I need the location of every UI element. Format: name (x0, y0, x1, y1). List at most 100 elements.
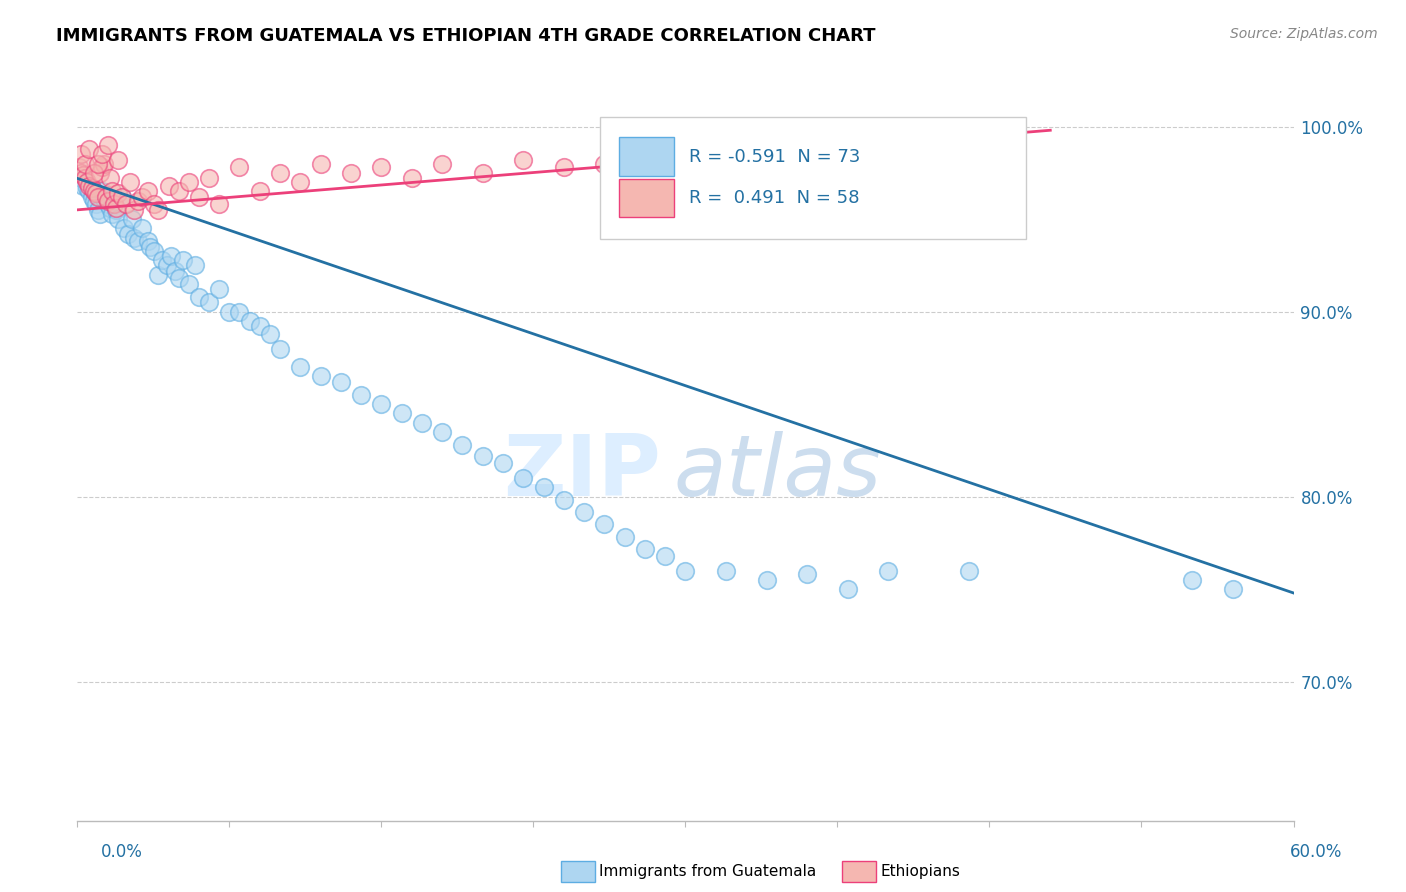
Point (188, 290, 211, 304)
Text: 0.0%: 0.0% (101, 843, 143, 861)
Point (107, 153, 129, 167)
Point (184, 258, 207, 272)
Text: Source: ZipAtlas.com: Source: ZipAtlas.com (1230, 27, 1378, 41)
Point (97, 197, 120, 211)
Point (139, 240, 162, 254)
Point (208, 282, 231, 296)
Point (957, 564, 980, 578)
Point (471, 449, 494, 463)
Point (101, 206, 124, 220)
Point (553, 493, 575, 508)
Point (72, 168, 94, 182)
Point (131, 221, 153, 235)
Text: 60.0%: 60.0% (1291, 843, 1343, 861)
Point (136, 235, 159, 249)
Point (188, 190, 211, 204)
Point (79, 185, 101, 199)
FancyBboxPatch shape (600, 117, 1026, 239)
Point (1222, 582, 1244, 597)
Point (79, 178, 101, 193)
Point (75, 171, 97, 186)
FancyBboxPatch shape (619, 137, 675, 176)
Text: R =  0.491  N = 58: R = 0.491 N = 58 (689, 189, 859, 207)
Point (157, 178, 180, 193)
Point (572, 504, 595, 518)
Point (118, 175, 141, 189)
Point (796, 567, 818, 582)
Text: atlas: atlas (673, 431, 882, 514)
Point (86, 190, 108, 204)
Point (111, 190, 134, 204)
Point (93, 156, 115, 170)
Point (148, 202, 170, 217)
Point (1181, 573, 1204, 587)
Point (269, 166, 291, 180)
Point (634, 541, 657, 556)
Point (198, 171, 221, 186)
Point (198, 295, 221, 310)
Point (107, 186, 129, 201)
Point (167, 185, 190, 199)
Point (163, 264, 186, 278)
Point (239, 314, 262, 328)
Point (72, 178, 94, 193)
Point (714, 564, 737, 578)
Point (492, 457, 515, 471)
Point (533, 481, 555, 495)
Text: IMMIGRANTS FROM GUATEMALA VS ETHIOPIAN 4TH GRADE CORRELATION CHART: IMMIGRANTS FROM GUATEMALA VS ETHIOPIAN 4… (56, 27, 876, 45)
Point (177, 175, 200, 189)
Point (104, 201, 127, 215)
Point (172, 252, 194, 267)
Point (370, 161, 392, 175)
Point (89, 206, 111, 220)
Point (127, 235, 149, 249)
Point (370, 397, 392, 411)
Point (340, 166, 363, 180)
Point (877, 564, 900, 578)
Point (593, 156, 616, 170)
Point (70, 147, 93, 161)
Point (90, 147, 112, 161)
Point (117, 227, 139, 241)
Point (553, 161, 575, 175)
Point (143, 197, 166, 211)
Point (122, 202, 145, 217)
Point (430, 156, 453, 170)
Point (79, 142, 101, 156)
Point (83, 166, 105, 180)
Point (98, 201, 121, 215)
Point (512, 153, 534, 167)
Point (103, 194, 125, 208)
Point (136, 185, 159, 199)
Point (97, 194, 120, 208)
Point (98, 171, 121, 186)
Point (90, 185, 112, 199)
Text: Ethiopians: Ethiopians (880, 864, 960, 879)
Point (613, 531, 636, 545)
Point (115, 197, 138, 211)
Point (228, 161, 250, 175)
Point (131, 190, 153, 204)
Point (675, 166, 697, 180)
Point (90, 161, 112, 175)
Text: Immigrants from Guatemala: Immigrants from Guatemala (599, 864, 817, 879)
Point (290, 175, 312, 189)
Point (84, 197, 107, 211)
Point (127, 194, 149, 208)
Point (350, 388, 373, 402)
Point (104, 202, 127, 217)
Text: R = -0.591  N = 73: R = -0.591 N = 73 (689, 147, 860, 166)
Text: ZIP: ZIP (503, 431, 661, 514)
Point (152, 252, 174, 267)
Point (512, 471, 534, 485)
Point (837, 582, 859, 597)
Point (208, 197, 231, 211)
Point (101, 185, 124, 199)
Point (159, 249, 181, 263)
Point (167, 271, 190, 285)
Point (249, 319, 271, 334)
Point (122, 230, 145, 244)
Point (75, 156, 97, 170)
Point (103, 197, 125, 211)
Point (89, 166, 111, 180)
